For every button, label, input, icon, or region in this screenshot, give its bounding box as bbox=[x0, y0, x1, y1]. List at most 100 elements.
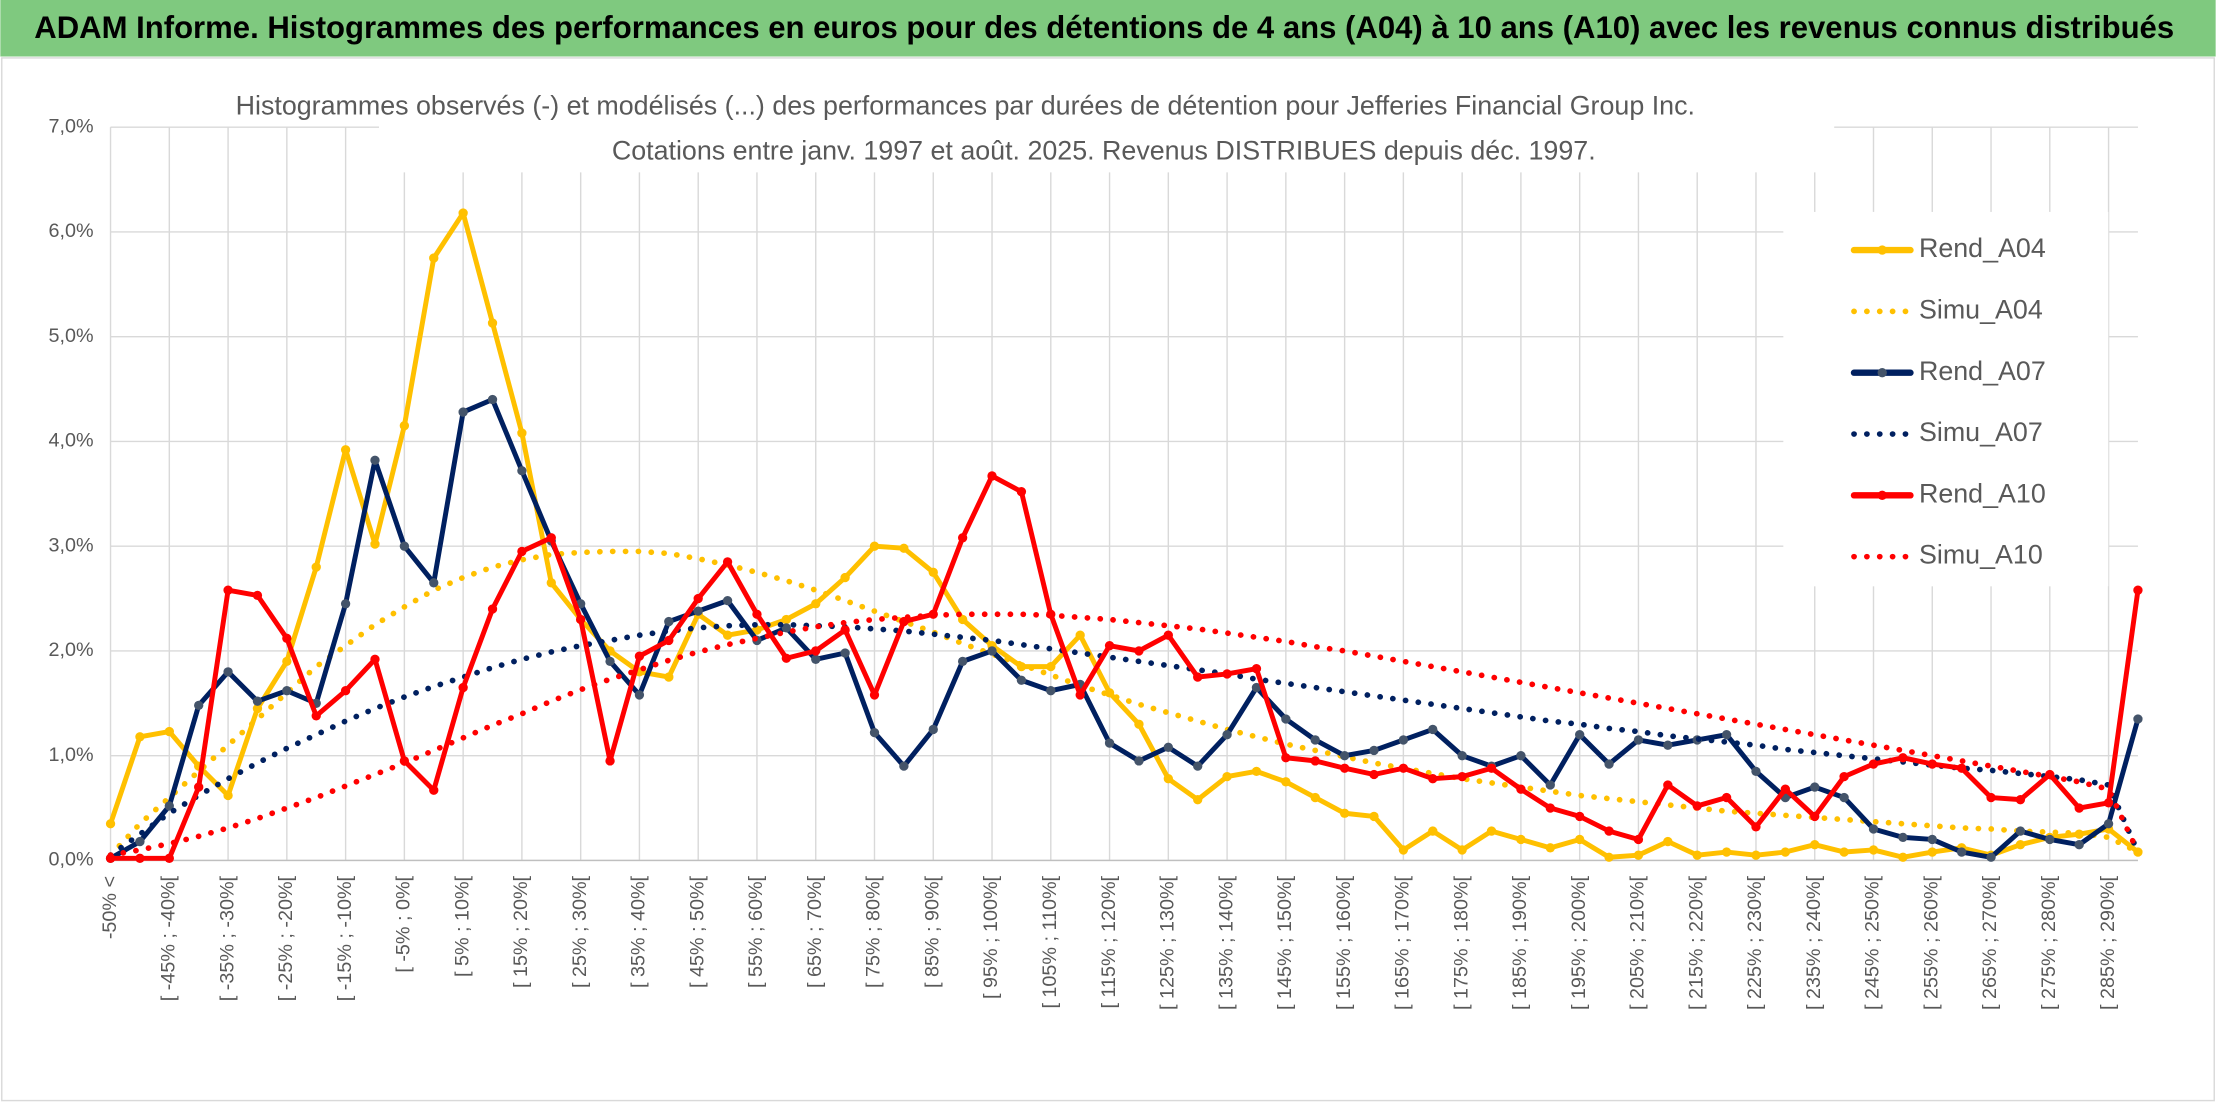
point bbox=[223, 667, 233, 677]
point bbox=[252, 696, 263, 706]
point bbox=[1956, 763, 1967, 773]
x-tick-label: [ 215% ; 220%[ bbox=[1685, 875, 1707, 1010]
point bbox=[1780, 847, 1791, 857]
point bbox=[1046, 661, 1056, 672]
point bbox=[1339, 750, 1350, 761]
point bbox=[1810, 840, 1820, 850]
x-tick-label: [ 285% ; 290%[ bbox=[2097, 875, 2119, 1010]
point bbox=[1810, 782, 1820, 792]
point bbox=[1369, 745, 1379, 756]
x-tick-label: [ -35% ; -30%[ bbox=[216, 875, 238, 1001]
point bbox=[1839, 792, 1849, 803]
point bbox=[1721, 730, 1732, 740]
point bbox=[1927, 847, 1937, 857]
point bbox=[869, 690, 880, 700]
point bbox=[1398, 735, 1409, 745]
point bbox=[1810, 811, 1820, 822]
point bbox=[811, 646, 821, 656]
point bbox=[869, 541, 880, 551]
x-tick-label: [ 105% ; 110%[ bbox=[1039, 875, 1061, 1008]
point bbox=[1075, 690, 1085, 700]
point bbox=[164, 801, 174, 811]
point bbox=[1046, 686, 1056, 696]
legend-marker bbox=[1877, 245, 1887, 255]
observed-line bbox=[108, 473, 2141, 861]
legend-marker bbox=[1877, 368, 1887, 378]
point bbox=[781, 653, 792, 663]
point bbox=[340, 599, 351, 609]
header-bar bbox=[0, 0, 2216, 57]
point bbox=[1721, 792, 1732, 803]
x-tick-label: [ 275% ; 280%[ bbox=[2038, 875, 2060, 1010]
x-tick-label: [ 245% ; 250%[ bbox=[1862, 875, 1884, 1010]
point bbox=[1692, 801, 1702, 811]
point bbox=[546, 578, 556, 588]
x-tick-label: [ 135% ; 140%[ bbox=[1215, 875, 1237, 1010]
point bbox=[1339, 763, 1350, 773]
x-tick-label: [ 75% ; 80%[ bbox=[863, 875, 885, 988]
point bbox=[1516, 784, 1526, 794]
point bbox=[840, 572, 850, 583]
observed-line bbox=[108, 210, 2141, 860]
point bbox=[1457, 771, 1467, 782]
point bbox=[135, 853, 145, 863]
point bbox=[1545, 843, 1555, 853]
point bbox=[928, 567, 938, 578]
x-tick-label: [ 165% ; 170%[ bbox=[1392, 875, 1414, 1010]
point bbox=[2074, 840, 2084, 850]
point bbox=[987, 646, 997, 656]
point bbox=[1839, 771, 1849, 782]
point bbox=[194, 700, 204, 711]
x-tick-label: [ 265% ; 270%[ bbox=[1979, 875, 2001, 1010]
point bbox=[2015, 794, 2026, 805]
observed-line bbox=[108, 397, 2141, 861]
point bbox=[1927, 834, 1937, 845]
point bbox=[2045, 834, 2055, 845]
point bbox=[1251, 766, 1262, 777]
point bbox=[1134, 756, 1144, 766]
model-line bbox=[107, 611, 2141, 858]
point bbox=[1663, 740, 1673, 750]
point bbox=[1604, 826, 1614, 836]
point bbox=[1398, 763, 1409, 773]
point bbox=[252, 703, 263, 714]
legend-label: Simu_A07 bbox=[1919, 417, 2043, 447]
x-tick-label: [ 225% ; 230%[ bbox=[1744, 875, 1766, 1010]
point bbox=[1898, 852, 1908, 862]
point bbox=[1251, 682, 1262, 693]
point bbox=[223, 585, 233, 595]
point bbox=[1281, 714, 1291, 724]
point bbox=[1104, 688, 1115, 698]
point bbox=[2103, 819, 2114, 829]
point bbox=[957, 656, 968, 667]
point bbox=[664, 635, 674, 646]
point bbox=[1516, 750, 1526, 761]
y-tick-label: 7,0% bbox=[49, 115, 94, 137]
point bbox=[781, 614, 792, 625]
point bbox=[811, 599, 821, 609]
point bbox=[1663, 836, 1673, 847]
point bbox=[1956, 847, 1967, 857]
point bbox=[1163, 742, 1173, 752]
point bbox=[1251, 664, 1262, 674]
point bbox=[899, 543, 909, 553]
point bbox=[135, 836, 145, 847]
point bbox=[957, 614, 968, 625]
point bbox=[282, 686, 292, 696]
point bbox=[605, 656, 615, 667]
point bbox=[340, 686, 351, 696]
point bbox=[487, 604, 498, 614]
point bbox=[164, 853, 174, 863]
y-tick-label: 5,0% bbox=[49, 325, 94, 347]
point bbox=[1986, 852, 1996, 862]
point bbox=[1486, 826, 1497, 836]
point bbox=[429, 253, 439, 263]
point bbox=[458, 407, 468, 417]
point bbox=[869, 727, 880, 738]
legend-label: Rend_A04 bbox=[1919, 233, 2046, 263]
point bbox=[1339, 808, 1350, 818]
point bbox=[1633, 834, 1644, 845]
x-tick-label: [ 195% ; 200%[ bbox=[1568, 875, 1590, 1010]
point bbox=[1839, 847, 1849, 857]
point bbox=[781, 623, 792, 633]
